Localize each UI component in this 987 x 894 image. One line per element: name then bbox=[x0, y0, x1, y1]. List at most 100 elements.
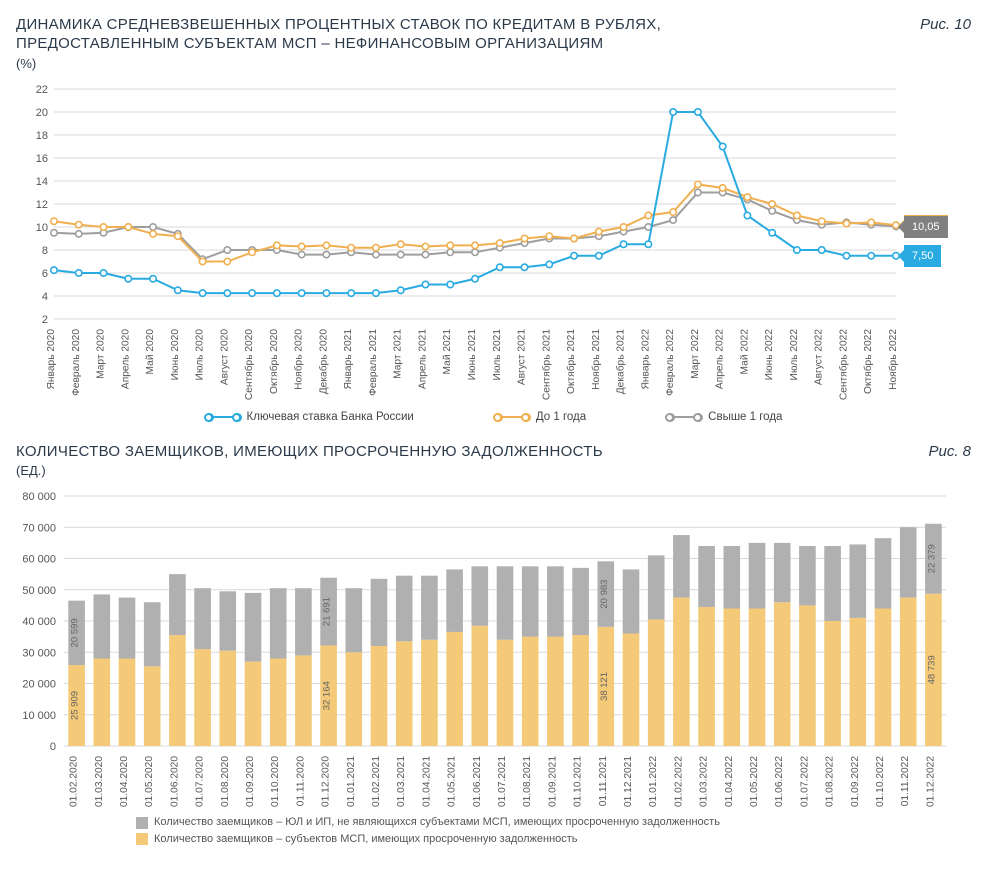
callout-Свыше 1 года: 10,05 bbox=[904, 216, 948, 238]
svg-text:01.05.2021: 01.05.2021 bbox=[447, 756, 458, 807]
svg-text:14: 14 bbox=[36, 176, 48, 188]
svg-text:01.04.2022: 01.04.2022 bbox=[724, 756, 735, 807]
svg-text:01.12.2022: 01.12.2022 bbox=[925, 756, 936, 807]
svg-text:01.07.2022: 01.07.2022 bbox=[799, 756, 810, 807]
svg-text:32 164: 32 164 bbox=[322, 681, 333, 710]
svg-text:01.02.2020: 01.02.2020 bbox=[69, 756, 80, 807]
svg-text:01.11.2020: 01.11.2020 bbox=[295, 756, 306, 807]
svg-text:Октябрь 2020: Октябрь 2020 bbox=[268, 328, 280, 393]
svg-text:01.11.2021: 01.11.2021 bbox=[598, 756, 609, 807]
svg-text:01.04.2020: 01.04.2020 bbox=[119, 756, 130, 807]
svg-text:01.06.2021: 01.06.2021 bbox=[472, 756, 483, 807]
svg-text:20 000: 20 000 bbox=[22, 679, 56, 691]
svg-text:Февраль 2022: Февраль 2022 bbox=[665, 328, 676, 395]
svg-text:01.03.2021: 01.03.2021 bbox=[396, 756, 407, 807]
svg-text:Июнь 2021: Июнь 2021 bbox=[467, 328, 478, 380]
chart1-subtitle: (%) bbox=[16, 56, 971, 71]
svg-text:40 000: 40 000 bbox=[22, 616, 56, 628]
rates-chart-block: ДИНАМИКА СРЕДНЕВЗВЕШЕННЫХ ПРОЦЕНТНЫХ СТА… bbox=[16, 16, 971, 423]
svg-text:01.04.2021: 01.04.2021 bbox=[421, 756, 432, 807]
svg-text:Июль 2020: Июль 2020 bbox=[195, 328, 206, 380]
svg-text:01.05.2022: 01.05.2022 bbox=[749, 756, 760, 807]
svg-text:01.12.2020: 01.12.2020 bbox=[321, 756, 332, 807]
chart1-header: ДИНАМИКА СРЕДНЕВЗВЕШЕННЫХ ПРОЦЕНТНЫХ СТА… bbox=[16, 16, 971, 54]
chart2-subtitle: (ЕД.) bbox=[16, 463, 971, 478]
chart2-header: КОЛИЧЕСТВО ЗАЕМЩИКОВ, ИМЕЮЩИХ ПРОСРОЧЕНН… bbox=[16, 443, 971, 462]
svg-text:01.02.2021: 01.02.2021 bbox=[371, 756, 382, 807]
svg-text:Июль 2022: Июль 2022 bbox=[789, 328, 800, 380]
legend-item: Ключевая ставка Банка России bbox=[205, 411, 414, 423]
svg-text:30 000: 30 000 bbox=[22, 648, 56, 660]
svg-text:01.12.2021: 01.12.2021 bbox=[623, 756, 634, 807]
svg-text:Февраль 2021: Февраль 2021 bbox=[368, 328, 379, 395]
svg-text:Август 2022: Август 2022 bbox=[814, 328, 825, 384]
svg-text:70 000: 70 000 bbox=[22, 523, 56, 535]
legend-item: Количество заемщиков – ЮЛ и ИП, не являю… bbox=[136, 814, 971, 831]
svg-text:Апрель 2022: Апрель 2022 bbox=[715, 328, 726, 388]
svg-text:01.01.2021: 01.01.2021 bbox=[346, 756, 357, 807]
svg-text:Ноябрь 2021: Ноябрь 2021 bbox=[590, 328, 602, 389]
svg-text:6: 6 bbox=[42, 268, 48, 280]
svg-text:Апрель 2020: Апрель 2020 bbox=[120, 328, 131, 388]
chart1-plot: 246810121416182022Январь 2020Февраль 202… bbox=[16, 81, 971, 405]
svg-text:Август 2021: Август 2021 bbox=[517, 328, 528, 384]
svg-text:22 379: 22 379 bbox=[926, 544, 937, 573]
svg-text:20 599: 20 599 bbox=[70, 619, 81, 648]
svg-text:50 000: 50 000 bbox=[22, 585, 56, 597]
svg-text:Май 2021: Май 2021 bbox=[442, 328, 453, 374]
svg-text:01.03.2020: 01.03.2020 bbox=[94, 756, 105, 807]
svg-text:21 691: 21 691 bbox=[322, 597, 333, 626]
svg-text:20 983: 20 983 bbox=[599, 580, 610, 609]
svg-text:Май 2022: Май 2022 bbox=[739, 328, 750, 374]
svg-text:Апрель 2021: Апрель 2021 bbox=[417, 328, 428, 388]
svg-text:10: 10 bbox=[36, 222, 48, 234]
svg-text:Сентябрь 2020: Сентябрь 2020 bbox=[243, 328, 255, 399]
svg-text:0: 0 bbox=[50, 741, 56, 753]
svg-text:Сентябрь 2022: Сентябрь 2022 bbox=[837, 328, 849, 399]
chart2-title: КОЛИЧЕСТВО ЗАЕМЩИКОВ, ИМЕЮЩИХ ПРОСРОЧЕНН… bbox=[16, 443, 603, 462]
svg-text:2: 2 bbox=[42, 314, 48, 326]
svg-text:Октябрь 2021: Октябрь 2021 bbox=[565, 328, 577, 393]
svg-text:Январь 2022: Январь 2022 bbox=[640, 328, 651, 389]
svg-text:01.07.2020: 01.07.2020 bbox=[195, 756, 206, 807]
svg-text:01.11.2022: 01.11.2022 bbox=[900, 756, 911, 807]
svg-text:01.09.2022: 01.09.2022 bbox=[850, 756, 861, 807]
svg-text:38 121: 38 121 bbox=[599, 672, 610, 701]
svg-text:Декабрь 2020: Декабрь 2020 bbox=[317, 328, 329, 394]
svg-text:20: 20 bbox=[36, 107, 48, 119]
chart1-legend: Ключевая ставка Банка России До 1 года С… bbox=[16, 411, 971, 423]
svg-text:Март 2022: Март 2022 bbox=[690, 328, 701, 378]
svg-text:01.06.2020: 01.06.2020 bbox=[169, 756, 180, 807]
chart1-fig-label: Рис. 10 bbox=[920, 16, 971, 33]
legend-item: До 1 года bbox=[494, 411, 586, 423]
chart1-title: ДИНАМИКА СРЕДНЕВЗВЕШЕННЫХ ПРОЦЕНТНЫХ СТА… bbox=[16, 16, 796, 54]
svg-text:01.05.2020: 01.05.2020 bbox=[144, 756, 155, 807]
svg-text:4: 4 bbox=[42, 291, 48, 303]
svg-text:18: 18 bbox=[36, 130, 48, 142]
svg-text:Июнь 2020: Июнь 2020 bbox=[170, 328, 181, 380]
svg-text:01.03.2022: 01.03.2022 bbox=[699, 756, 710, 807]
svg-text:Февраль 2020: Февраль 2020 bbox=[71, 328, 82, 395]
svg-text:01.09.2021: 01.09.2021 bbox=[547, 756, 558, 807]
svg-text:01.01.2022: 01.01.2022 bbox=[648, 756, 659, 807]
svg-text:Август 2020: Август 2020 bbox=[219, 328, 230, 384]
svg-text:01.06.2022: 01.06.2022 bbox=[774, 756, 785, 807]
chart2-fig-label: Рис. 8 bbox=[928, 443, 971, 460]
svg-text:Ноябрь 2022: Ноябрь 2022 bbox=[887, 328, 899, 389]
svg-text:01.07.2021: 01.07.2021 bbox=[497, 756, 508, 807]
svg-text:Июнь 2022: Июнь 2022 bbox=[764, 328, 775, 380]
svg-text:16: 16 bbox=[36, 153, 48, 165]
svg-text:80 000: 80 000 bbox=[22, 491, 56, 503]
svg-text:01.02.2022: 01.02.2022 bbox=[673, 756, 684, 807]
legend-item: Свыше 1 года bbox=[666, 411, 782, 423]
svg-text:10 000: 10 000 bbox=[22, 710, 56, 722]
svg-text:01.10.2022: 01.10.2022 bbox=[875, 756, 886, 807]
svg-text:8: 8 bbox=[42, 245, 48, 257]
svg-text:Март 2020: Март 2020 bbox=[96, 328, 107, 378]
svg-text:01.09.2020: 01.09.2020 bbox=[245, 756, 256, 807]
borrowers-chart-block: КОЛИЧЕСТВО ЗАЕМЩИКОВ, ИМЕЮЩИХ ПРОСРОЧЕНН… bbox=[16, 443, 971, 848]
legend-item: Количество заемщиков – субъектов МСП, им… bbox=[136, 831, 971, 848]
svg-text:Март 2021: Март 2021 bbox=[393, 328, 404, 378]
svg-text:01.08.2022: 01.08.2022 bbox=[825, 756, 836, 807]
svg-text:60 000: 60 000 bbox=[22, 554, 56, 566]
